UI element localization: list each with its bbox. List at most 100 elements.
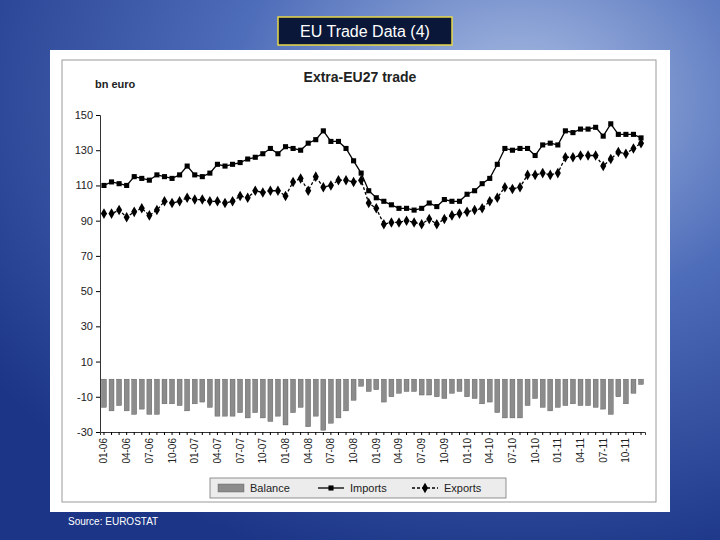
x-tick-label: 07-09 [416,438,427,464]
series-marker [525,170,531,181]
x-tick-mark [376,432,377,435]
x-tick [277,432,278,435]
bar [298,379,303,407]
y-tick-label: -30 [77,426,93,438]
series-marker [465,192,470,197]
y-tick-label: -10 [77,391,93,403]
y-tick-label: 10 [81,356,93,368]
x-tick [187,432,188,435]
x-tick [232,432,233,435]
bar [623,379,628,404]
x-tick-mark [300,432,301,435]
x-tick-mark [209,432,210,435]
x-tick-label: 01-08 [280,438,291,464]
bar [207,379,212,407]
series-marker [532,170,538,181]
x-tick: 04-10 [484,432,495,464]
legend-swatch [218,484,244,492]
series-line [104,143,641,224]
x-tick-mark [240,432,241,435]
x-tick [474,432,475,435]
legend-label: Balance [250,482,290,494]
series-marker [494,193,500,204]
x-tick [588,432,589,435]
x-tick-label: 10-06 [167,438,178,464]
x-tick-label: 04-11 [575,438,586,463]
series-marker [449,210,455,221]
series-marker [525,146,530,151]
legend-item: Exports [412,482,482,494]
series-marker [403,215,409,226]
x-tick-label: 04-07 [212,438,223,464]
x-tick [141,432,142,435]
y-tick: 150 [75,109,100,121]
series-marker [162,174,167,179]
x-tick [527,432,528,435]
bar [328,379,333,423]
x-tick-label: 04-08 [303,438,314,464]
series-marker [464,207,470,218]
series-marker [608,121,613,126]
legend-box [210,478,506,498]
series-marker [630,143,636,154]
x-tick-mark [414,432,415,435]
series-marker [600,161,606,172]
x-tick: 04-08 [303,432,314,464]
bar [313,379,318,416]
series-marker [593,150,599,161]
series-marker [320,182,326,193]
x-tick-mark [111,432,112,435]
series-marker [343,175,349,186]
series-marker [207,196,213,207]
y-tick-label: 110 [75,179,93,191]
bar [283,379,288,425]
series-marker [260,187,266,198]
x-tick-mark [398,432,399,435]
bar [102,379,107,407]
legend-label: Exports [444,482,482,494]
series-marker [517,146,522,151]
x-tick-mark [308,432,309,435]
series-marker [396,206,401,211]
x-tick-mark [270,432,271,435]
x-tick [436,432,437,435]
bar [419,379,424,395]
x-tick: 07-07 [235,432,246,464]
series-marker [396,217,402,228]
series-marker [487,196,493,207]
series-marker [184,193,190,204]
x-tick: 04-11 [575,432,586,463]
x-tick-label: 10-07 [257,438,268,464]
series-marker [577,150,583,161]
x-tick-mark [346,432,347,435]
bar [480,379,485,404]
bar [215,379,220,416]
series-marker [366,198,372,209]
bar [275,379,280,416]
legend: BalanceImportsExports [210,478,506,498]
x-tick-mark [459,432,460,435]
x-tick-mark [232,432,233,435]
y-tick-mark [96,291,100,292]
x-tick [504,432,505,435]
x-tick-mark [194,432,195,435]
series-marker [366,188,371,193]
bar [631,379,636,393]
x-tick-label: 04-10 [484,438,495,464]
series-marker [623,132,628,137]
x-tick-mark [149,432,150,435]
x-tick [156,432,157,435]
series-marker [124,212,130,223]
series-marker [586,127,591,132]
y-axis-line [96,116,101,433]
bar [253,379,258,412]
y-tick-label: 70 [81,250,93,262]
series-marker [290,177,296,188]
x-tick-label: 01-09 [371,438,382,464]
series-marker [192,172,197,177]
x-tick [361,432,362,435]
series-marker [214,196,220,207]
x-tick-label: 07-07 [235,438,246,464]
x-tick-mark [224,432,225,435]
series-marker [479,203,485,214]
